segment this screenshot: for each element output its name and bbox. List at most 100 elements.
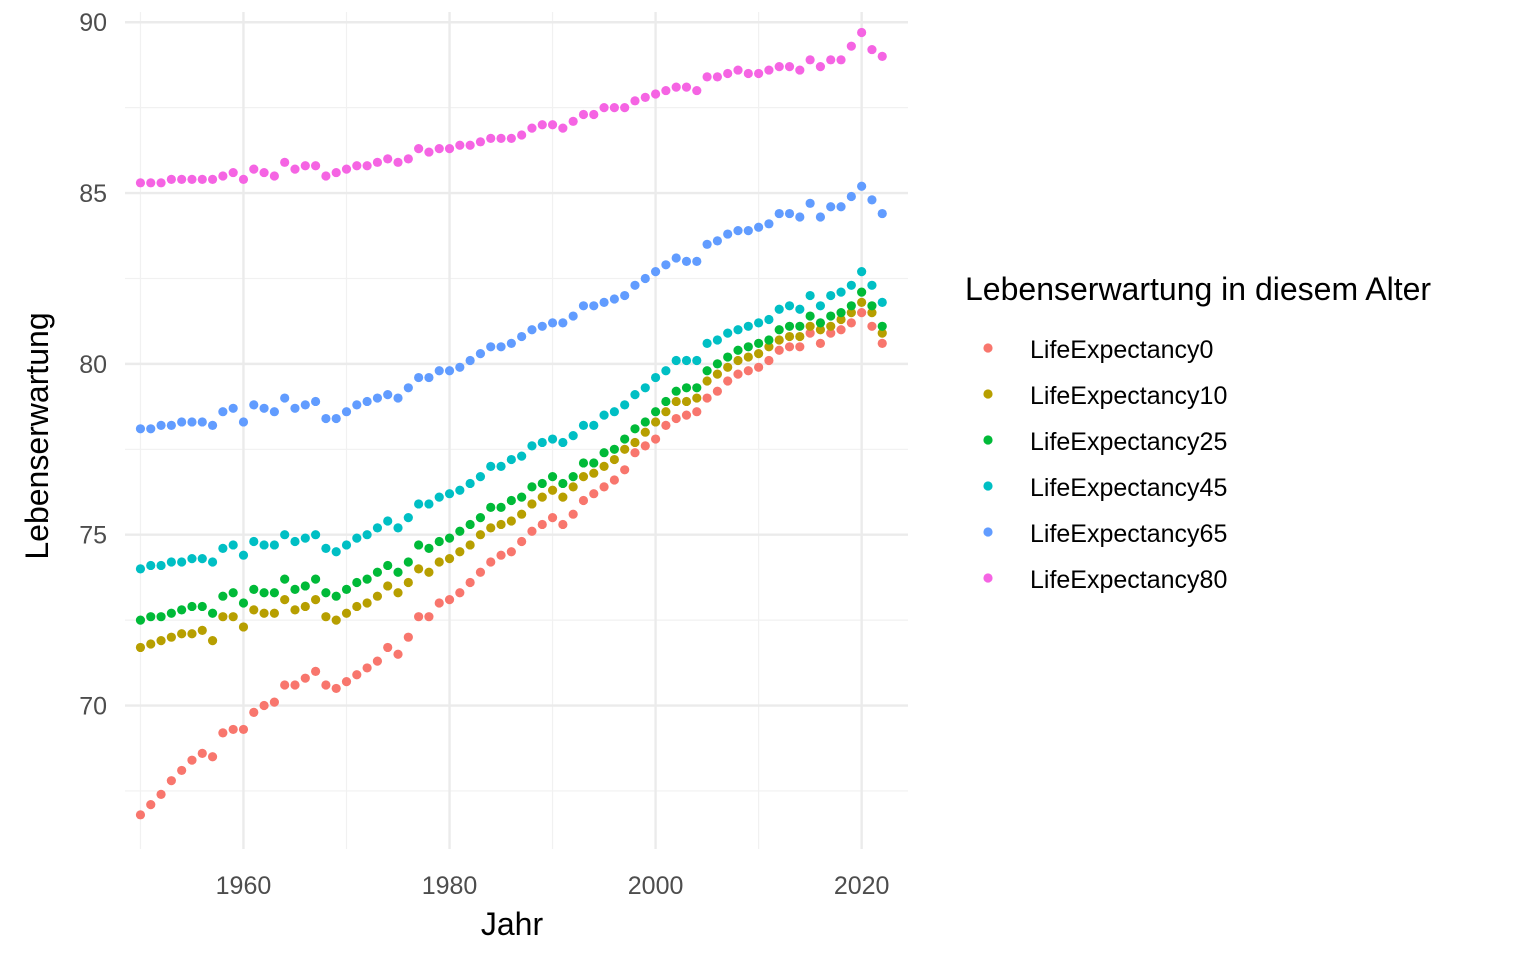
data-point [692, 85, 702, 96]
data-point [774, 62, 784, 72]
data-point [712, 369, 723, 379]
data-point [754, 362, 764, 372]
data-point [331, 683, 341, 694]
data-point [486, 523, 496, 533]
data-point [249, 584, 259, 594]
data-point [321, 171, 331, 181]
data-point [774, 325, 784, 335]
data-point [733, 355, 743, 366]
data-point [815, 212, 826, 222]
data-point [331, 167, 341, 178]
data-point [156, 420, 166, 430]
data-point [290, 584, 300, 594]
data-point [815, 301, 826, 311]
data-point [228, 588, 238, 598]
data-point [733, 226, 743, 236]
data-point [723, 68, 733, 79]
data-point [547, 318, 558, 328]
data-point [620, 444, 630, 454]
legend-label-LifeExpectancy65: LifeExpectancy65 [1030, 520, 1227, 548]
data-point [352, 577, 362, 588]
legend-items: LifeExpectancy0 LifeExpectancy10 LifeExpec… [983, 336, 1227, 594]
data-point [661, 407, 671, 417]
data-point [867, 321, 877, 331]
data-point [867, 308, 877, 318]
data-point [589, 489, 599, 499]
data-point [177, 765, 187, 776]
data-point [867, 301, 877, 311]
data-point [650, 89, 661, 99]
data-point [815, 325, 826, 335]
data-point [475, 530, 486, 540]
data-point [166, 632, 176, 642]
data-point [177, 557, 187, 567]
data-point [383, 516, 393, 526]
data-point [702, 376, 712, 386]
series-LifeExpectancy0 [135, 308, 887, 820]
data-point [177, 605, 187, 615]
data-point [434, 144, 444, 154]
data-point [362, 663, 372, 673]
data-point [321, 588, 331, 598]
data-point [290, 680, 300, 690]
data-point [465, 355, 475, 366]
data-point [506, 454, 516, 465]
data-points [135, 27, 887, 820]
data-point [300, 400, 310, 410]
data-point [290, 536, 300, 547]
data-point [290, 164, 300, 174]
data-point [784, 62, 795, 72]
data-point [640, 441, 650, 451]
data-point [702, 393, 712, 403]
data-point [599, 461, 609, 471]
data-point [496, 461, 506, 471]
data-point [146, 612, 156, 622]
data-point [249, 605, 259, 615]
data-point [630, 437, 640, 448]
data-point [578, 458, 589, 468]
data-point [496, 519, 506, 530]
data-point [197, 748, 207, 758]
data-point [393, 157, 403, 167]
data-point [743, 226, 753, 236]
data-point [805, 55, 815, 65]
data-point [609, 294, 619, 304]
data-point [434, 536, 444, 547]
data-point [527, 482, 537, 492]
data-point [280, 393, 290, 403]
data-point [506, 133, 516, 144]
data-point [558, 519, 568, 530]
data-point [578, 472, 589, 482]
data-point [506, 516, 516, 526]
data-point [640, 383, 650, 393]
data-point [187, 629, 197, 639]
legend-key-LifeExpectancy45 [983, 481, 993, 491]
data-point [269, 588, 279, 598]
data-point [280, 574, 290, 584]
data-point [599, 297, 609, 307]
data-point [310, 396, 321, 407]
data-point [135, 810, 146, 820]
data-point [146, 560, 156, 571]
data-point [321, 413, 331, 424]
series-LifeExpectancy10 [135, 297, 887, 653]
data-point [341, 677, 352, 687]
data-point [310, 574, 321, 584]
data-point [661, 396, 671, 407]
data-point [712, 72, 723, 82]
data-point [774, 208, 784, 219]
data-point [249, 707, 259, 717]
data-point [578, 495, 589, 506]
data-point [723, 362, 733, 372]
data-point [341, 540, 352, 550]
data-point [249, 400, 259, 410]
data-point [743, 68, 753, 79]
data-point [269, 407, 279, 417]
data-point [455, 140, 465, 150]
data-point [681, 355, 692, 366]
data-point [444, 489, 455, 499]
data-point [754, 338, 764, 348]
data-point [166, 420, 176, 430]
legend: Lebenserwartung in diesem Alter LifeExpe… [965, 271, 1431, 594]
